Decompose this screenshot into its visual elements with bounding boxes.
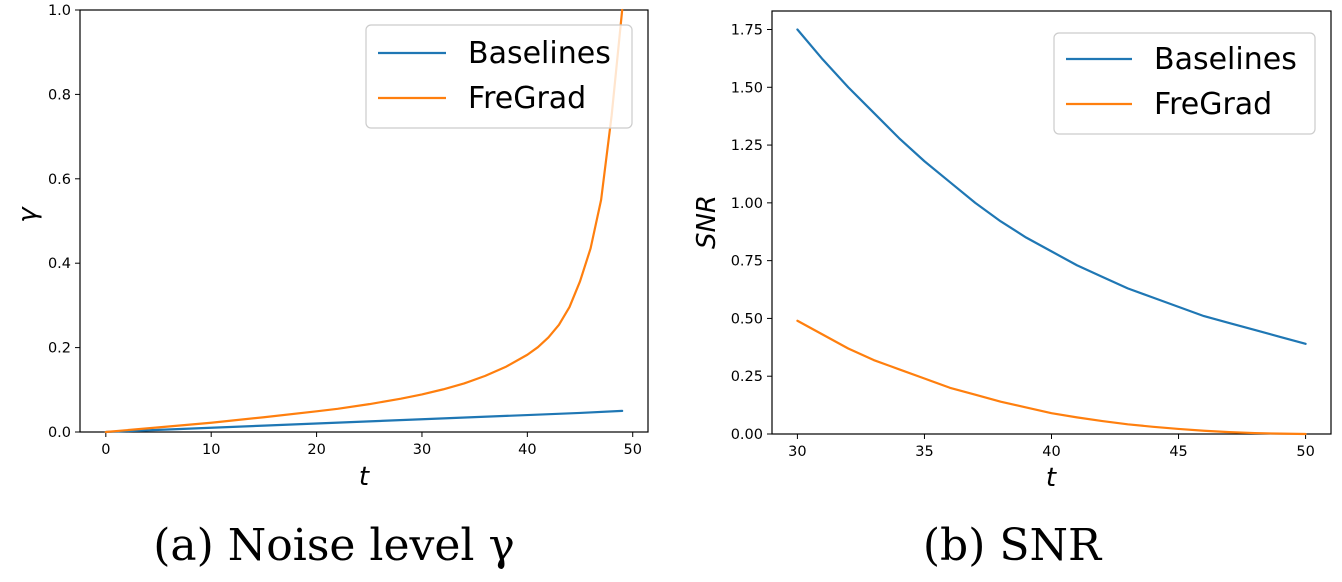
legend-label-baselines: Baselines (468, 36, 611, 71)
panel-a-noise-level: 0 10 20 30 40 50 0.0 0.2 0.4 0.6 0.8 1.0 t γ Basel… (13, 3, 649, 571)
y-tick-label: 1.25 (731, 138, 763, 154)
x-axis-ticks: 0 10 20 30 40 50 (101, 432, 642, 458)
y-axis-label: γ (13, 206, 43, 223)
series-line-fregrad (796, 319, 1307, 436)
legend: Baselines FreGrad (365, 24, 633, 129)
caption-b: (b) SNR (923, 520, 1103, 571)
y-tick-label: 0.4 (48, 256, 71, 272)
x-tick-label: 40 (518, 442, 536, 458)
legend-box (365, 24, 633, 129)
plot-frame (79, 9, 649, 433)
series-line-baselines (104, 409, 624, 434)
y-axis-ticks: 0.00 0.25 0.50 0.75 1.00 1.25 1.50 1.75 (731, 22, 772, 443)
y-axis-ticks: 0.0 0.2 0.4 0.6 0.8 1.0 (48, 3, 80, 441)
x-tick-label: 20 (307, 442, 325, 458)
series-lines (796, 28, 1307, 436)
series-line-fregrad (104, 8, 624, 434)
legend-label-baselines: Baselines (1154, 42, 1297, 77)
x-axis-ticks: 30 35 40 45 50 (788, 434, 1315, 460)
y-tick-label: 0.75 (731, 254, 763, 270)
y-tick-label: 0.0 (48, 425, 71, 441)
x-tick-label: 40 (1042, 444, 1060, 460)
y-tick-label: 0.25 (731, 369, 763, 385)
legend-label-fregrad: FreGrad (468, 81, 586, 116)
x-tick-label: 45 (1169, 444, 1187, 460)
x-tick-label: 50 (623, 442, 641, 458)
y-tick-label: 1.50 (731, 80, 763, 96)
x-tick-label: 35 (915, 444, 933, 460)
y-tick-label: 0.00 (731, 427, 763, 443)
panel-b-snr: 30 35 40 45 50 0.00 0.25 0.50 0.75 1.00 1.25 1.50 1… (692, 10, 1332, 571)
series-lines (104, 8, 624, 434)
series-line-baselines (796, 28, 1307, 345)
y-tick-label: 0.50 (731, 311, 763, 327)
x-tick-label: 30 (413, 442, 431, 458)
x-axis-label: t (359, 462, 370, 492)
y-tick-label: 1.00 (731, 196, 763, 212)
x-axis-label: t (1046, 463, 1057, 493)
legend-label-fregrad: FreGrad (1154, 87, 1272, 122)
x-tick-label: 30 (788, 444, 806, 460)
legend: Baselines FreGrad (1053, 32, 1316, 135)
y-tick-label: 0.8 (48, 87, 71, 103)
caption-a: (a) Noise level γ (153, 520, 515, 571)
y-tick-label: 1.0 (48, 3, 71, 19)
x-tick-label: 0 (101, 442, 110, 458)
x-tick-label: 50 (1296, 444, 1314, 460)
y-tick-label: 0.2 (48, 341, 71, 357)
y-tick-label: 0.6 (48, 172, 71, 188)
y-axis-label: SNR (692, 195, 722, 249)
y-tick-label: 1.75 (731, 22, 763, 38)
x-tick-label: 10 (202, 442, 220, 458)
